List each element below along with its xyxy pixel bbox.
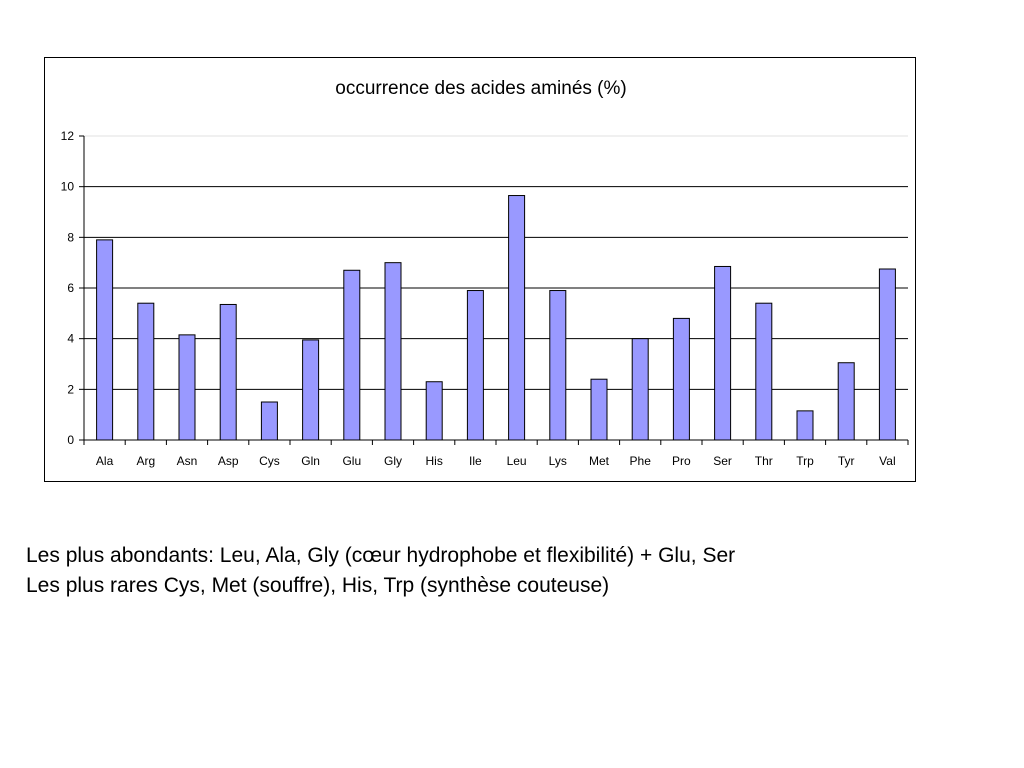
caption-line-1: Les plus abondants: Leu, Ala, Gly (cœur … — [26, 544, 736, 567]
bar-arg — [137, 302, 155, 441]
chart-title: occurrence des acides aminés (%) — [335, 78, 626, 99]
bar-tyr — [837, 362, 855, 441]
x-tick-label-arg: Arg — [136, 454, 155, 468]
x-tick-label-gly: Gly — [384, 454, 402, 468]
x-tick-label-ile: Ile — [469, 454, 482, 468]
x-tick-label-pro: Pro — [672, 454, 691, 468]
x-tick-label-val: Val — [879, 454, 895, 468]
bar-asn — [178, 334, 196, 441]
bar-trp — [796, 410, 814, 441]
bar-lys — [549, 290, 567, 441]
bar-glu — [343, 269, 361, 441]
x-tick-label-lys: Lys — [549, 454, 567, 468]
bar-ala — [96, 239, 114, 441]
x-tick-label-leu: Leu — [507, 454, 527, 468]
y-tick-label: 2 — [67, 382, 74, 396]
y-tick-label: 6 — [67, 281, 74, 295]
bar-chart: occurrence des acides aminés (%) 0 2 4 6 8 10… — [61, 78, 909, 468]
x-tick-label-trp: Trp — [796, 454, 814, 468]
x-tick-label-thr: Thr — [755, 454, 773, 468]
x-tick-label-gln: Gln — [301, 454, 320, 468]
x-tick-label-ser: Ser — [713, 454, 732, 468]
bar-his — [425, 381, 443, 441]
bar-met — [590, 378, 608, 441]
bar-cys — [260, 401, 278, 441]
x-tick-label-phe: Phe — [630, 454, 652, 468]
bar-thr — [755, 302, 773, 441]
x-tick-label-ala: Ala — [96, 454, 114, 468]
y-tick-label: 10 — [61, 180, 75, 194]
bar-gln — [302, 339, 320, 441]
x-tick-label-cys: Cys — [259, 454, 280, 468]
x-tick-label-met: Met — [589, 454, 610, 468]
y-tick-label: 12 — [61, 129, 75, 143]
chart-frame: occurrence des acides aminés (%) 0 2 4 6 8 10… — [44, 57, 916, 482]
bar-leu — [508, 195, 526, 441]
x-tick-label-asn: Asn — [177, 454, 198, 468]
y-tick-label: 0 — [67, 433, 74, 447]
x-tick-label-tyr: Tyr — [838, 454, 855, 468]
caption-line-2: Les plus rares Cys, Met (souffre), His, … — [26, 574, 610, 597]
x-tick-label-his: His — [426, 454, 443, 468]
bar-ser — [714, 265, 732, 441]
y-tick-label: 4 — [67, 332, 74, 346]
x-tick-label-glu: Glu — [342, 454, 361, 468]
x-tick-label-asp: Asp — [218, 454, 239, 468]
bar-phe — [631, 338, 649, 441]
y-tick-label: 8 — [67, 230, 74, 244]
bar-pro — [672, 317, 690, 441]
bar-gly — [384, 262, 402, 441]
bar-val — [878, 268, 896, 441]
bar-ile — [466, 290, 484, 441]
bar-asp — [219, 303, 237, 441]
